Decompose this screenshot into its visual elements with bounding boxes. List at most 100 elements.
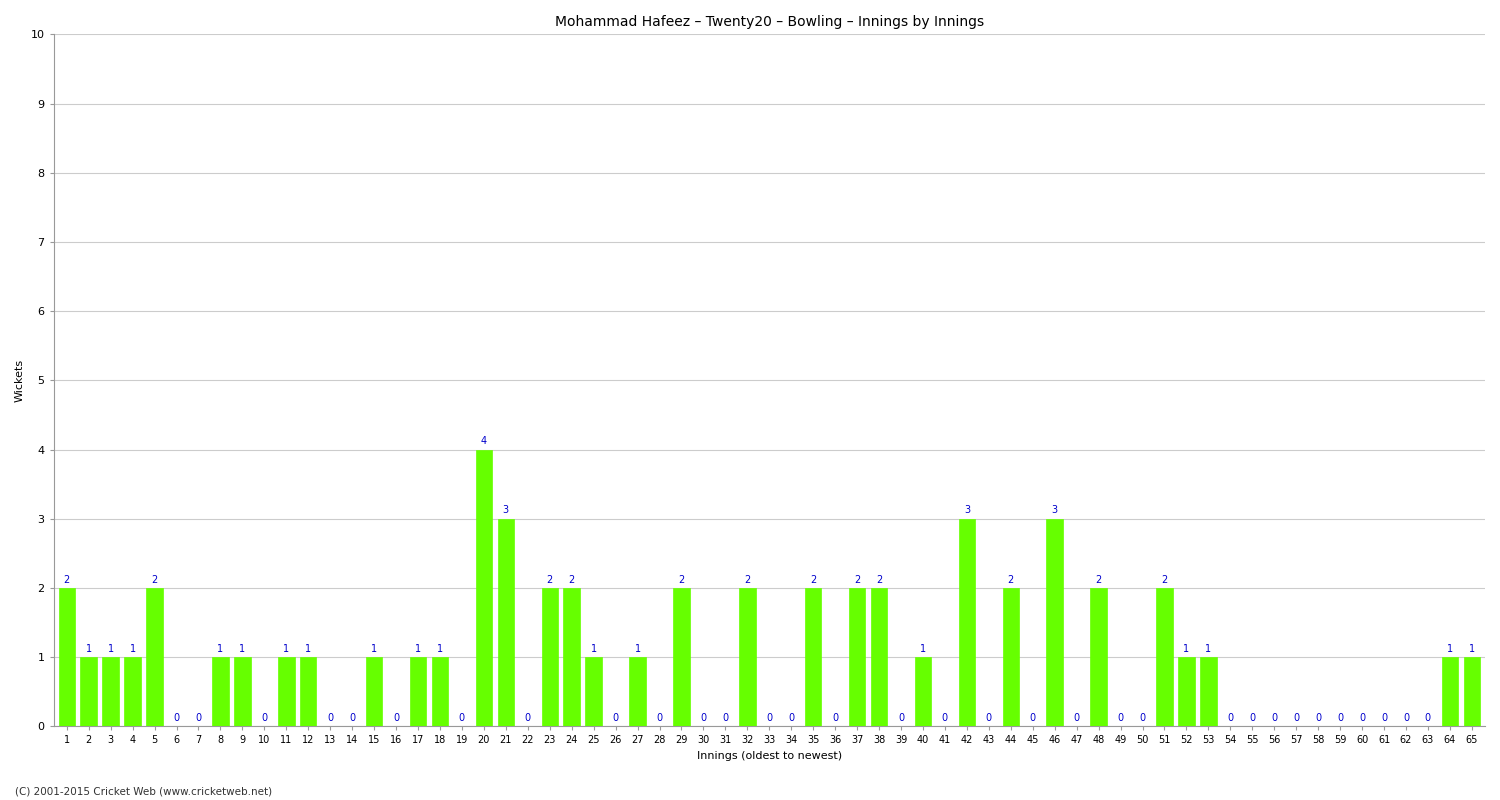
Bar (564, 588, 580, 726)
Bar (1200, 658, 1216, 726)
Text: 0: 0 (1140, 713, 1146, 723)
Text: 2: 2 (853, 574, 859, 585)
Text: 0: 0 (1118, 713, 1124, 723)
Bar (630, 658, 646, 726)
Text: 1: 1 (240, 644, 246, 654)
Text: 4: 4 (482, 436, 488, 446)
Text: 0: 0 (833, 713, 839, 723)
Text: 0: 0 (612, 713, 618, 723)
Title: Mohammad Hafeez – Twenty20 – Bowling – Innings by Innings: Mohammad Hafeez – Twenty20 – Bowling – I… (555, 15, 984, 29)
Text: 3: 3 (1052, 506, 1058, 515)
Text: 0: 0 (1359, 713, 1365, 723)
Text: 2: 2 (744, 574, 750, 585)
Text: 1: 1 (1448, 644, 1454, 654)
Text: 0: 0 (1227, 713, 1233, 723)
Bar (958, 518, 975, 726)
Text: 0: 0 (942, 713, 948, 723)
Text: 0: 0 (350, 713, 355, 723)
Text: 1: 1 (370, 644, 376, 654)
Text: 0: 0 (1316, 713, 1322, 723)
Text: 1: 1 (217, 644, 223, 654)
Bar (806, 588, 822, 726)
Text: 0: 0 (1250, 713, 1256, 723)
Text: 2: 2 (1161, 574, 1167, 585)
Text: 2: 2 (63, 574, 70, 585)
Text: 0: 0 (393, 713, 399, 723)
Bar (410, 658, 426, 726)
Text: 1: 1 (591, 644, 597, 654)
Text: 1: 1 (1184, 644, 1190, 654)
Bar (211, 658, 228, 726)
Text: 0: 0 (723, 713, 729, 723)
Bar (234, 658, 250, 726)
Text: 1: 1 (284, 644, 290, 654)
Bar (278, 658, 294, 726)
Bar (1090, 588, 1107, 726)
Text: 1: 1 (108, 644, 114, 654)
Text: 1: 1 (436, 644, 442, 654)
Bar (1002, 588, 1019, 726)
Text: 0: 0 (898, 713, 904, 723)
Text: 0: 0 (459, 713, 465, 723)
Y-axis label: Wickets: Wickets (15, 359, 26, 402)
Bar (1156, 588, 1173, 726)
Bar (542, 588, 558, 726)
Text: 0: 0 (1336, 713, 1342, 723)
Text: 0: 0 (1293, 713, 1299, 723)
Text: 0: 0 (700, 713, 706, 723)
Bar (1442, 658, 1458, 726)
Text: 3: 3 (503, 506, 509, 515)
Text: 0: 0 (1382, 713, 1388, 723)
Text: 1: 1 (304, 644, 312, 654)
Text: 0: 0 (1074, 713, 1080, 723)
Text: 0: 0 (195, 713, 201, 723)
Text: 0: 0 (525, 713, 531, 723)
Text: 0: 0 (657, 713, 663, 723)
Text: 1: 1 (1468, 644, 1474, 654)
Bar (147, 588, 164, 726)
Text: 3: 3 (964, 506, 970, 515)
Bar (81, 658, 98, 726)
Text: 0: 0 (1402, 713, 1408, 723)
Text: (C) 2001-2015 Cricket Web (www.cricketweb.net): (C) 2001-2015 Cricket Web (www.cricketwe… (15, 786, 272, 796)
Text: 2: 2 (568, 574, 574, 585)
Text: 0: 0 (1029, 713, 1036, 723)
Bar (1178, 658, 1194, 726)
Bar (1464, 658, 1480, 726)
Bar (498, 518, 514, 726)
Text: 2: 2 (1095, 574, 1101, 585)
Text: 1: 1 (86, 644, 92, 654)
X-axis label: Innings (oldest to newest): Innings (oldest to newest) (696, 751, 842, 761)
Bar (102, 658, 118, 726)
Bar (366, 658, 382, 726)
Bar (124, 658, 141, 726)
Text: 0: 0 (174, 713, 180, 723)
Bar (585, 658, 602, 726)
Bar (58, 588, 75, 726)
Text: 0: 0 (327, 713, 333, 723)
Bar (300, 658, 316, 726)
Bar (1047, 518, 1064, 726)
Bar (849, 588, 865, 726)
Text: 1: 1 (416, 644, 422, 654)
Text: 0: 0 (766, 713, 772, 723)
Text: 0: 0 (1425, 713, 1431, 723)
Text: 0: 0 (261, 713, 267, 723)
Text: 0: 0 (1270, 713, 1278, 723)
Text: 1: 1 (920, 644, 926, 654)
Bar (674, 588, 690, 726)
Text: 0: 0 (788, 713, 795, 723)
Bar (915, 658, 932, 726)
Bar (476, 450, 492, 726)
Text: 1: 1 (1206, 644, 1212, 654)
Text: 1: 1 (634, 644, 640, 654)
Text: 1: 1 (129, 644, 135, 654)
Text: 2: 2 (152, 574, 157, 585)
Bar (871, 588, 888, 726)
Bar (740, 588, 756, 726)
Text: 2: 2 (876, 574, 882, 585)
Text: 2: 2 (810, 574, 816, 585)
Text: 2: 2 (678, 574, 684, 585)
Text: 2: 2 (1008, 574, 1014, 585)
Text: 2: 2 (546, 574, 554, 585)
